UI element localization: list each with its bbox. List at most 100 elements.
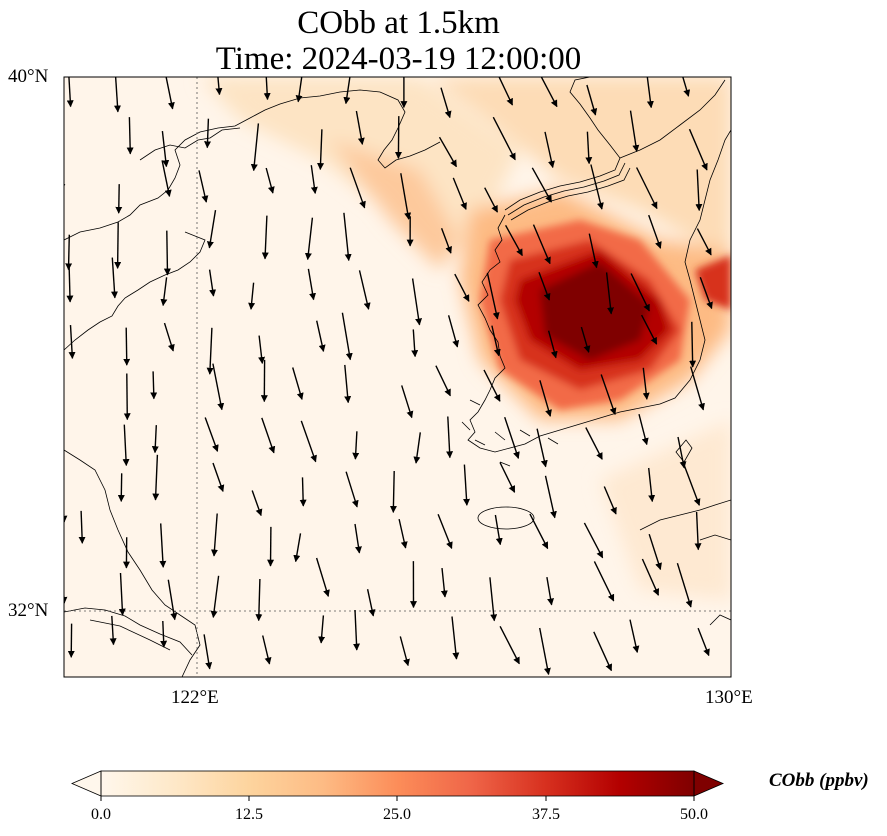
wind-arrow (447, 315, 460, 348)
wind-arrow (251, 490, 263, 517)
wind-arrow (486, 272, 500, 320)
wind-arrow (345, 471, 359, 508)
colorbar (70, 770, 725, 801)
wind-arrow (642, 367, 650, 400)
wind-arrow (437, 514, 453, 550)
wind-arrow (492, 116, 516, 161)
wind-arrow (452, 177, 467, 210)
wind-arrow (317, 129, 325, 171)
wind-arrow (167, 579, 178, 621)
title-line-2: Time: 2024-03-19 12:00:00 (215, 41, 582, 77)
wind-arrow (585, 427, 603, 460)
wind-arrow (64, 184, 66, 192)
wind-arrow (498, 77, 514, 106)
wind-arrow (343, 77, 351, 105)
wind-arrow (248, 282, 256, 310)
wind-arrow (648, 533, 662, 571)
wind-arrow (163, 230, 171, 276)
wind-arrow (629, 619, 640, 653)
lon-label-130e: 130°E (705, 687, 753, 708)
wind-arrow (648, 214, 662, 249)
wind-arrow (210, 575, 220, 618)
wind-arrow (484, 187, 499, 213)
wind-arrow (544, 131, 555, 169)
wind-arrow (389, 470, 397, 513)
wind-arrow (583, 522, 604, 559)
wind-arrow (440, 568, 448, 598)
wind-arrow (646, 77, 654, 109)
lat-label-40n: 40°N (8, 66, 49, 87)
wind-arrow (150, 371, 158, 400)
wind-arrow (261, 417, 276, 454)
wind-arrow (316, 320, 326, 352)
colorbar-gradient (101, 771, 694, 796)
wind-arrow (590, 164, 604, 210)
wind-arrow (411, 278, 423, 326)
wind-arrow (629, 110, 640, 153)
wind-arrow (401, 385, 414, 419)
wind-arrow (544, 475, 557, 519)
wind-arrow (532, 224, 551, 265)
wind-arrow (635, 167, 658, 210)
wind-arrow (250, 123, 260, 172)
wind-arrow (411, 329, 419, 358)
wind-arrow (630, 273, 650, 312)
wind-arrow (358, 270, 371, 310)
wind-arrow (540, 77, 558, 108)
wind-arrow (204, 417, 219, 452)
wind-arrow (215, 77, 223, 96)
colorbar-extend-min (70, 770, 102, 797)
wind-arrow (413, 432, 421, 464)
wind-arrow (440, 228, 452, 254)
wind-arrow (161, 160, 172, 197)
wind-arrow (292, 367, 304, 400)
wind-arrow (353, 609, 361, 651)
colorbar-tick-label: 0.0 (91, 806, 111, 823)
wind-arrow (126, 117, 134, 155)
wind-arrow (638, 414, 649, 446)
wind-arrow (435, 365, 451, 397)
wind-arrow (688, 128, 708, 171)
colorbar-tick-label: 50.0 (680, 806, 708, 823)
wind-arrow (152, 454, 160, 501)
wind-arrow (304, 217, 314, 261)
wind-arrow (355, 110, 365, 145)
wind-arrow (210, 513, 218, 557)
wind-arrow (78, 510, 86, 544)
wind-arrow (123, 327, 131, 366)
wind-arrow (198, 170, 209, 203)
wind-arrow (400, 173, 412, 220)
wind-arrow (59, 425, 60, 456)
wind-arrow (117, 473, 125, 502)
wind-arrow (483, 369, 501, 402)
wind-arrow (489, 577, 498, 622)
wind-arrow (109, 615, 117, 646)
wind-arrow (122, 424, 130, 467)
wind-arrow (539, 627, 551, 676)
wind-arrow (295, 77, 303, 103)
colorbar-tick-label: 37.5 (532, 806, 560, 823)
wind-arrow (446, 416, 454, 459)
wind-arrow (641, 558, 660, 596)
wind-arrow (258, 335, 266, 364)
colorbar-tick-label: 25.0 (383, 806, 411, 823)
wind-arrow (212, 462, 225, 493)
wind-arrow (366, 589, 376, 617)
wind-arrow (454, 273, 470, 302)
wind-arrow (682, 77, 691, 97)
wind-arrow (676, 562, 693, 608)
wind-arrow (318, 615, 326, 644)
wind-arrow (344, 364, 352, 404)
wind-arrow (115, 184, 123, 214)
wind-arrow (163, 322, 175, 352)
wind-arrow (66, 265, 74, 303)
lat-label-32n: 32°N (8, 600, 49, 621)
wind-arrow (212, 363, 225, 411)
wind-arrow (546, 576, 554, 606)
wind-arrow (690, 366, 705, 411)
wind-arrow (206, 327, 214, 375)
wind-arrow (699, 276, 713, 310)
wind-arrow (261, 215, 269, 260)
wind-arrow (352, 431, 360, 460)
